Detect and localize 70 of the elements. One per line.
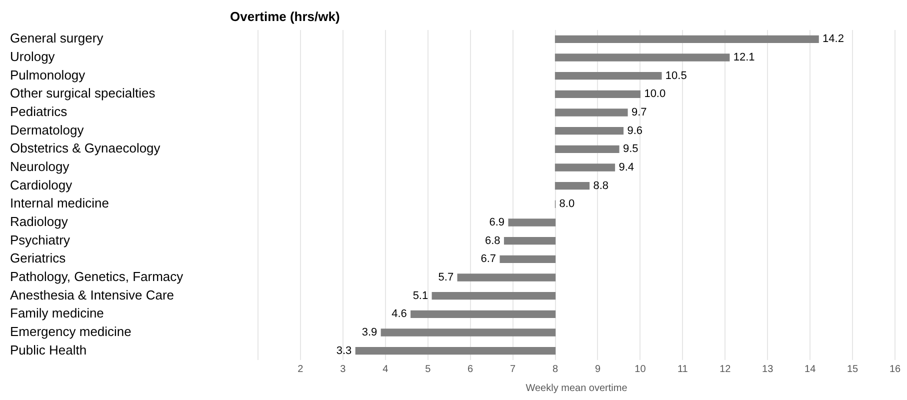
data-label: 6.7 (480, 253, 496, 266)
data-label: 8.8 (593, 180, 609, 192)
data-label: 9.6 (627, 124, 643, 137)
y-tick-label: Family medicine (10, 306, 104, 321)
x-tick-label: 9 (594, 364, 601, 375)
bar (554, 127, 624, 135)
y-tick-label: Anesthesia & Intensive Care (10, 287, 174, 302)
x-tick-label: 3 (340, 364, 346, 375)
x-tick-label: 10 (634, 364, 646, 375)
y-tick-label: Pulmonology (10, 67, 86, 82)
x-tick-label: 15 (846, 364, 859, 375)
bar (380, 328, 556, 336)
data-label: 10.5 (665, 70, 687, 82)
data-label: 9.7 (631, 106, 647, 119)
y-tick-label: Pediatrics (10, 104, 68, 120)
bar (554, 35, 819, 43)
x-tick-label: 2 (298, 364, 304, 375)
data-label: 3.9 (362, 326, 378, 339)
x-tick-label: 5 (425, 364, 432, 375)
y-tick-label: General surgery (10, 30, 104, 46)
y-tick-label: Other surgical specialties (10, 86, 156, 101)
bar (554, 108, 628, 116)
data-label: 3.3 (336, 344, 352, 357)
bar (500, 255, 556, 263)
data-label: 12.1 (733, 52, 755, 64)
y-tick-label: Dermatology (10, 122, 84, 138)
y-tick-label: Urology (10, 49, 56, 64)
bar (410, 310, 556, 318)
y-tick-label: Obstetrics & Gynaecology (10, 140, 161, 156)
x-tick-label: 11 (677, 364, 688, 375)
data-label: 5.7 (438, 272, 454, 284)
x-tick-label: 8 (552, 364, 558, 375)
y-tick-label: Cardiology (10, 177, 73, 192)
x-tick-label: 6 (468, 364, 474, 375)
y-tick-label: Psychiatry (10, 232, 70, 248)
y-tick-label: Pathology, Genetics, Farmacy (10, 269, 184, 284)
chart-title: Overtime (hrs/wk) (230, 9, 340, 24)
y-tick-label: Radiology (10, 214, 68, 230)
bar (355, 347, 556, 355)
y-tick-label: Neurology (10, 159, 70, 174)
x-axis-title: Weekly mean overtime (526, 382, 628, 394)
bar (554, 145, 620, 153)
bar (554, 90, 641, 98)
bar (554, 182, 590, 190)
data-label: 4.6 (392, 308, 407, 320)
y-tick-label: Public Health (10, 342, 87, 358)
bar (554, 54, 730, 62)
data-label: 6.9 (489, 216, 505, 229)
bar (504, 237, 556, 245)
x-tick-label: 16 (889, 364, 901, 375)
data-label: 10.0 (644, 88, 666, 100)
x-tick-label: 14 (804, 364, 816, 375)
bar (554, 164, 616, 172)
data-label: 9.4 (618, 162, 634, 174)
y-tick-label: Geriatrics (10, 250, 66, 266)
x-tick-label: 13 (762, 364, 774, 375)
bar (457, 274, 556, 282)
data-label: 14.2 (822, 33, 844, 46)
bar (508, 218, 556, 226)
y-tick-label: Emergency medicine (10, 324, 132, 340)
x-tick-label: 4 (382, 364, 389, 375)
data-label: 8.0 (559, 198, 575, 210)
data-label: 6.8 (485, 234, 500, 247)
data-label: 5.1 (412, 290, 428, 302)
x-tick-label: 7 (510, 364, 516, 375)
data-label: 9.5 (622, 143, 638, 156)
y-tick-label: Internal medicine (10, 196, 109, 211)
bar (432, 292, 556, 300)
bar (554, 72, 662, 80)
x-tick-label: 12 (720, 364, 732, 375)
